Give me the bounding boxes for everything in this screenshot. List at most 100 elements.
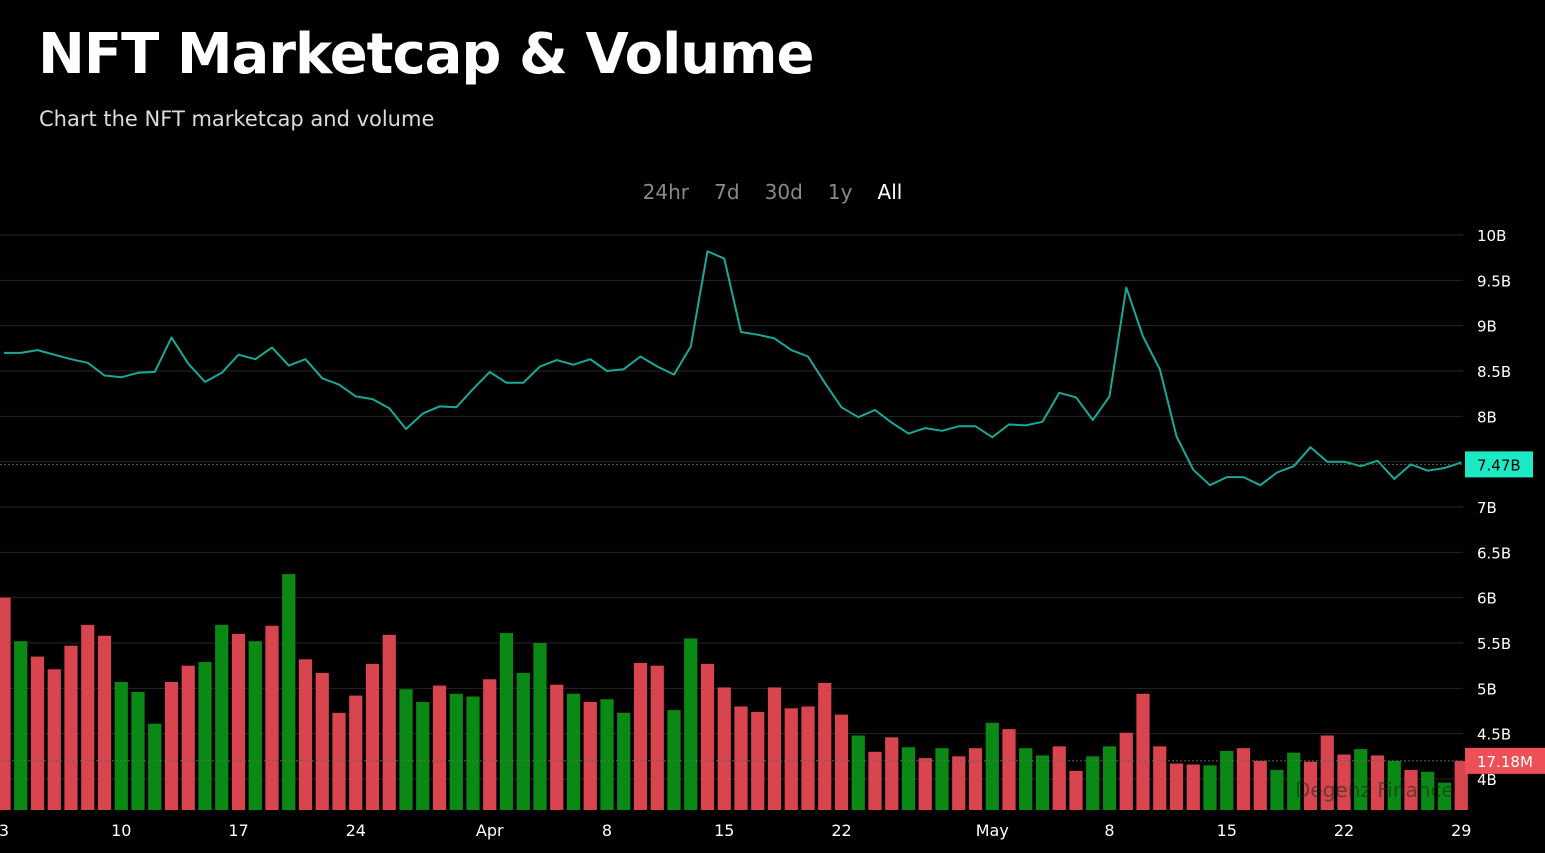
volume-bar: [382, 634, 396, 810]
volume-bar: [1203, 765, 1217, 810]
volume-bar: [416, 701, 430, 810]
volume-bar: [885, 737, 899, 810]
y-tick-label: 4.5B: [1477, 726, 1511, 744]
volume-bar: [1370, 755, 1385, 810]
volume-bar: [1035, 755, 1050, 810]
x-tick-label: May: [976, 821, 1009, 840]
x-axis: 3 10 17 24 Apr 8 15 22 May 8 15 22 29: [0, 821, 1471, 840]
volume-bar: [1437, 782, 1452, 810]
volume-bar: [1069, 770, 1083, 810]
volume-bar: [851, 735, 865, 810]
last-volume-badge: [1465, 747, 1545, 774]
volume-bar: [349, 695, 363, 810]
y-tick-label: 5.5B: [1477, 635, 1511, 653]
x-tick-label: 24: [346, 821, 366, 840]
volume-bar: [1136, 693, 1150, 810]
volume-bar: [298, 659, 313, 810]
volume-bar: [432, 685, 447, 810]
volume-bar: [1119, 732, 1133, 810]
volume-bar: [1236, 748, 1251, 810]
volume-bar: [14, 641, 28, 810]
y-tick-label: 9B: [1477, 318, 1497, 336]
y-tick-label: 10B: [1477, 227, 1506, 245]
watermark: Degenz Finance: [1295, 778, 1454, 802]
volume-bar: [918, 758, 932, 810]
volume-bar: [935, 748, 949, 810]
marketcap-line: [4, 250, 1462, 487]
volume-bar: [0, 597, 11, 810]
y-tick-label: 8.5B: [1477, 363, 1511, 381]
volume-bar: [566, 693, 581, 810]
volume-bar: [215, 624, 229, 810]
volume-bar: [834, 714, 849, 810]
volume-bar: [784, 708, 798, 810]
last-marketcap-label: 7.47B: [1477, 456, 1521, 474]
volume-bar: [265, 625, 279, 810]
x-tick-label: 15: [1217, 821, 1237, 840]
range-24hr-button[interactable]: 24hr: [633, 180, 699, 204]
volume-bar: [365, 663, 380, 810]
x-tick-label: 17: [228, 821, 248, 840]
volume-bar: [700, 663, 715, 810]
x-tick-label: 15: [714, 821, 734, 840]
page-title: NFT Marketcap & Volume: [38, 22, 814, 87]
volume-bar: [1354, 749, 1368, 810]
volume-bar: [684, 638, 698, 810]
range-selector: 24hr 7d 30d 1y All: [0, 180, 1545, 204]
volume-bar: [968, 748, 983, 810]
volume-bar: [1303, 761, 1318, 810]
volume-bar: [114, 681, 128, 810]
y-tick-label: 6.5B: [1477, 544, 1511, 562]
volume-bar: [1404, 769, 1418, 810]
volume-bar: [1454, 760, 1468, 810]
x-tick-label: 8: [602, 821, 612, 840]
volume-bar: [583, 701, 597, 810]
volume-bar: [1220, 750, 1234, 810]
volume-bar: [868, 751, 882, 810]
y-axis: 10B 9.5B 9B 8.5B 8B 7B 6.5B 6B 5.5B 5B 4.5B 4B: [1477, 227, 1511, 789]
volume-bar: [717, 687, 731, 810]
volume-bar: [97, 635, 112, 810]
volume-bar: [198, 662, 212, 810]
volume-bar: [617, 712, 631, 810]
x-tick-label: 22: [831, 821, 851, 840]
x-tick-label: 22: [1334, 821, 1354, 840]
volume-bar: [499, 633, 514, 810]
x-tick-label: 29: [1451, 821, 1471, 840]
volume-bar: [818, 682, 832, 810]
y-tick-label: 5B: [1477, 680, 1497, 698]
volume-bar: [1086, 756, 1100, 810]
volume-bar: [650, 665, 664, 810]
volume-bar: [1421, 771, 1435, 810]
volume-bar: [985, 722, 999, 810]
page-subtitle: Chart the NFT marketcap and volume: [39, 107, 435, 131]
range-all-button[interactable]: All: [868, 180, 913, 204]
volume-bar: [1337, 754, 1351, 810]
volume-bar: [516, 672, 530, 810]
volume-bar: [1153, 746, 1167, 810]
volume-bar: [1052, 746, 1066, 810]
x-tick-label: 10: [111, 821, 131, 840]
y-tick-label: 6B: [1477, 590, 1497, 608]
volume-bar: [81, 624, 95, 810]
last-volume-label: 17.18M: [1477, 753, 1533, 771]
volume-bar: [1002, 729, 1016, 810]
x-tick-label: 3: [0, 821, 9, 840]
volume-bar: [483, 679, 497, 810]
range-1y-button[interactable]: 1y: [818, 180, 863, 204]
volume-bar: [131, 691, 145, 810]
volume-bar: [1019, 748, 1033, 810]
volume-bar: [164, 681, 179, 810]
range-7d-button[interactable]: 7d: [704, 180, 749, 204]
volume-bar: [1320, 735, 1334, 810]
volume-bar: [231, 633, 246, 810]
last-marketcap-badge: [1465, 451, 1533, 478]
volume-bar: [734, 706, 748, 810]
volume-bar: [148, 723, 162, 810]
volume-bar: [282, 574, 296, 810]
volume-bar: [767, 687, 782, 810]
range-30d-button[interactable]: 30d: [755, 180, 813, 204]
volume-bar: [1102, 746, 1117, 810]
volume-bar: [181, 665, 195, 810]
